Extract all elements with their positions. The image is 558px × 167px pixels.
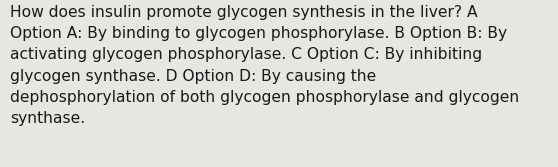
- Text: How does insulin promote glycogen synthesis in the liver? A
Option A: By binding: How does insulin promote glycogen synthe…: [10, 5, 519, 126]
